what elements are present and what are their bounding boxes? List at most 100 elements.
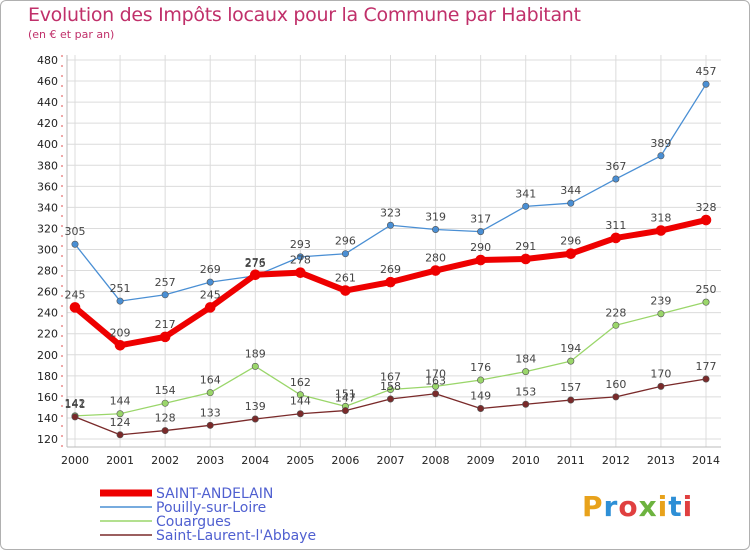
data-label: 162 bbox=[290, 376, 311, 389]
data-label: 344 bbox=[560, 184, 581, 197]
data-label: 189 bbox=[245, 347, 266, 360]
data-label: 139 bbox=[245, 400, 266, 413]
data-label: 269 bbox=[200, 263, 221, 276]
data-point bbox=[565, 248, 577, 260]
data-label: 154 bbox=[155, 384, 176, 397]
y-tick-label: 180 bbox=[37, 370, 58, 383]
data-point bbox=[71, 413, 79, 421]
data-point bbox=[430, 265, 441, 276]
data-point bbox=[610, 232, 622, 244]
data-point bbox=[161, 291, 169, 299]
data-point bbox=[702, 80, 710, 88]
legend-entry: Pouilly-sur-Loire bbox=[156, 500, 266, 516]
data-point bbox=[206, 421, 214, 429]
data-point bbox=[702, 298, 710, 306]
data-label: 144 bbox=[110, 395, 131, 408]
data-point bbox=[159, 331, 171, 343]
x-tick-label: 2012 bbox=[602, 454, 630, 467]
data-label: 177 bbox=[696, 360, 717, 373]
data-point bbox=[116, 297, 124, 305]
data-point bbox=[702, 375, 710, 383]
data-label: 296 bbox=[335, 235, 356, 248]
logo-letter: P bbox=[582, 490, 604, 523]
data-point bbox=[69, 302, 81, 313]
data-point bbox=[520, 253, 532, 265]
data-label: 293 bbox=[290, 238, 311, 251]
data-label: 311 bbox=[605, 219, 626, 232]
x-tick-label: 2006 bbox=[331, 454, 359, 467]
x-tick-label: 2003 bbox=[196, 454, 224, 467]
data-point bbox=[567, 396, 575, 404]
data-point bbox=[206, 278, 214, 286]
data-point bbox=[477, 404, 485, 412]
legend: SAINT-ANDELAINPouilly-sur-LoireCouargues… bbox=[100, 486, 316, 544]
y-tick-label: 260 bbox=[37, 286, 58, 299]
data-point bbox=[477, 376, 485, 384]
data-point bbox=[204, 302, 216, 313]
x-tick-label: 2000 bbox=[61, 454, 89, 467]
y-tick-label: 480 bbox=[37, 54, 58, 67]
data-point bbox=[657, 382, 665, 390]
data-point bbox=[341, 407, 349, 415]
data-point bbox=[475, 254, 486, 266]
data-point bbox=[522, 400, 530, 408]
data-label: 280 bbox=[425, 252, 446, 265]
data-label: 158 bbox=[380, 380, 401, 393]
data-label: 141 bbox=[65, 398, 86, 411]
data-label: 194 bbox=[560, 342, 581, 355]
y-tick-label: 360 bbox=[37, 180, 58, 193]
data-label: 170 bbox=[650, 367, 671, 380]
data-label: 142 bbox=[65, 397, 86, 410]
logo-letter: i bbox=[657, 490, 669, 523]
data-label: 278 bbox=[290, 254, 311, 267]
data-point bbox=[655, 225, 667, 236]
proxiti-logo: Proxiti bbox=[582, 490, 693, 523]
data-label: 149 bbox=[470, 389, 491, 402]
data-point bbox=[296, 410, 304, 418]
x-tick-label: 2013 bbox=[647, 454, 675, 467]
y-tick-label: 280 bbox=[37, 265, 58, 278]
data-label: 144 bbox=[290, 395, 311, 408]
data-label: 251 bbox=[110, 282, 131, 295]
x-tick-label: 2007 bbox=[377, 454, 405, 467]
data-point bbox=[567, 357, 575, 365]
data-point bbox=[71, 240, 79, 248]
x-tick-label: 2008 bbox=[422, 454, 450, 467]
data-point bbox=[612, 175, 620, 183]
data-label: 167 bbox=[380, 371, 401, 384]
data-label: 319 bbox=[425, 210, 446, 223]
y-tick-label: 120 bbox=[37, 433, 58, 446]
data-label: 160 bbox=[605, 378, 626, 391]
data-point bbox=[386, 221, 394, 229]
legend-entry: SAINT-ANDELAIN bbox=[156, 486, 273, 502]
data-point bbox=[116, 431, 124, 439]
data-label: 124 bbox=[110, 416, 131, 429]
x-tick-label: 2001 bbox=[106, 454, 134, 467]
data-point bbox=[114, 340, 126, 351]
data-point bbox=[385, 276, 396, 288]
data-label: 128 bbox=[155, 412, 176, 425]
data-point bbox=[612, 321, 620, 329]
data-label: 269 bbox=[380, 263, 401, 276]
y-tick-label: 440 bbox=[37, 96, 58, 109]
logo-letter: o bbox=[618, 490, 639, 523]
data-label: 275 bbox=[245, 257, 266, 270]
data-point bbox=[161, 399, 169, 407]
x-tick-label: 2005 bbox=[286, 454, 314, 467]
data-point bbox=[251, 415, 259, 423]
data-label: 170 bbox=[425, 367, 446, 380]
data-label: 217 bbox=[155, 318, 176, 331]
data-label: 153 bbox=[515, 385, 536, 398]
data-label: 328 bbox=[696, 201, 717, 214]
y-tick-label: 380 bbox=[37, 159, 58, 172]
data-point bbox=[296, 391, 304, 399]
data-point bbox=[341, 250, 349, 258]
data-label: 157 bbox=[560, 381, 581, 394]
data-label: 209 bbox=[110, 326, 131, 339]
legend-entry: Saint-Laurent-l'Abbaye bbox=[156, 528, 316, 544]
data-label: 457 bbox=[696, 65, 717, 78]
data-point bbox=[522, 368, 530, 376]
data-point bbox=[206, 389, 214, 397]
data-labels: 305 251 257 269 275 293 296 323 319 317 341 344 367 3… bbox=[65, 65, 717, 429]
data-label: 245 bbox=[200, 288, 221, 301]
